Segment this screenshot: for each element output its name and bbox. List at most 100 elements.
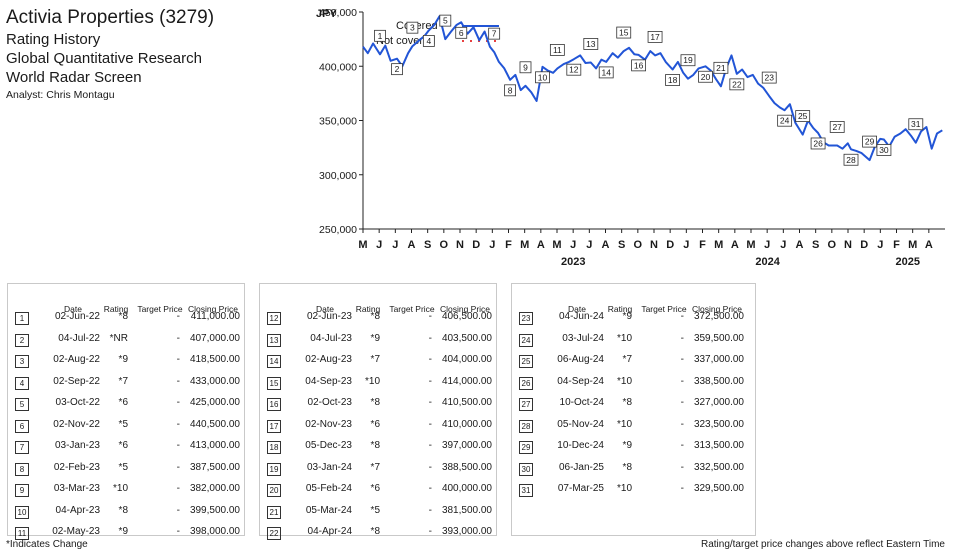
marker-label: 17 xyxy=(650,32,660,42)
header-target-price: Target Price xyxy=(137,304,183,314)
rating-marker-29: 29 xyxy=(862,135,877,148)
row-rating: *8 xyxy=(118,311,128,322)
row-target-price: - xyxy=(680,418,684,430)
marker-box xyxy=(519,61,532,74)
header-closing-price: Closing Price xyxy=(439,304,491,314)
marker-box xyxy=(698,70,713,83)
x-month-label: D xyxy=(472,239,480,251)
report-subtitle-screen: World Radar Screen xyxy=(6,69,142,86)
marker-box xyxy=(455,26,468,39)
row-date: 10-Oct-24 xyxy=(559,397,604,408)
row-date: 04-Jul-23 xyxy=(310,332,352,344)
table-row: 25 06-Aug-24 *7 -337,000.00 xyxy=(512,349,755,371)
row-rating: *9 xyxy=(118,526,128,537)
table-rows: 1 02-Jun-22 *8-411,000.00 2 04-Jul-22 *NR -407… xyxy=(8,306,244,543)
marker-box xyxy=(488,27,501,40)
rating-marker-31: 31 xyxy=(908,118,924,131)
marker-label: 18 xyxy=(668,75,678,85)
row-number: 28 xyxy=(519,419,533,433)
row-rating: *8 xyxy=(622,397,632,408)
row-date: 05-Mar-24 xyxy=(305,504,352,516)
table-row: 19 03-Jan-24 *7 -388,500.00 xyxy=(260,457,496,479)
table-row: 15 04-Sep-23 *10 -414,000.00 xyxy=(260,371,496,393)
row-date: 02-Jun-23 xyxy=(306,311,352,322)
rating-table-3: Date Rating Target Price Closing Price 2… xyxy=(511,283,756,536)
row-target-price: - xyxy=(680,440,684,451)
row-number: 29 xyxy=(519,441,533,454)
row-closing-price: 388,500.00 xyxy=(441,461,492,473)
rating-marker-4: 4 xyxy=(422,35,435,47)
row-number: 18 xyxy=(267,441,281,454)
table-row: 13 04-Jul-23 *9 -403,500.00 xyxy=(260,328,496,350)
marker-label: 29 xyxy=(865,137,875,147)
x-month-label: J xyxy=(683,239,689,251)
rating-marker-23: 23 xyxy=(761,71,777,84)
row-date: 05-Feb-24 xyxy=(305,483,352,494)
row-date: 06-Aug-24 xyxy=(557,354,604,365)
row-target-price: - xyxy=(680,375,684,387)
rating-marker-25: 25 xyxy=(795,110,811,123)
marker-box xyxy=(795,110,811,123)
row-date: 02-Aug-23 xyxy=(305,354,352,365)
row-date: 04-Apr-24 xyxy=(307,526,352,537)
rating-marker-26: 26 xyxy=(810,137,826,150)
rating-marker-18: 18 xyxy=(665,74,680,86)
row-number: 21 xyxy=(267,505,281,519)
row-target-price: - xyxy=(428,461,432,473)
row-date: 03-Mar-23 xyxy=(53,483,100,494)
marker-label: 28 xyxy=(846,155,856,165)
rating-marker-16: 16 xyxy=(631,59,647,72)
y-axis: 250,000 300,000 350,000 400,000 450,000 xyxy=(319,7,364,236)
x-month-label: S xyxy=(424,239,431,251)
header-date: Date xyxy=(64,304,82,314)
table-row: 18 05-Dec-23 *8 -397,000.00 xyxy=(260,435,496,457)
row-number: 6 xyxy=(15,419,29,433)
row-rating: *5 xyxy=(118,461,128,473)
x-axis: M J J A S O N D J F M A M J J A S O N D J F M A M J J A S O N D J F M A2023… xyxy=(358,228,945,268)
row-date: 04-Jun-24 xyxy=(558,311,604,322)
row-closing-price: 403,500.00 xyxy=(441,332,492,344)
row-closing-price: 329,500.00 xyxy=(693,483,744,494)
table-row: 12 02-Jun-23 *8 -406,500.00 xyxy=(260,306,496,328)
row-rating: *10 xyxy=(616,418,632,430)
row-closing-price: 397,000.00 xyxy=(441,440,492,451)
row-target-price: - xyxy=(428,440,432,451)
row-date: 04-Apr-23 xyxy=(55,504,100,516)
row-target-price: - xyxy=(680,332,684,344)
marker-box xyxy=(777,114,793,127)
table-row: 4 02-Sep-22 *7 -433,000.00 xyxy=(8,371,244,393)
marker-box xyxy=(810,137,826,150)
report-subtitle-research: Global Quantitative Research xyxy=(6,50,202,67)
marker-label: 9 xyxy=(523,62,528,72)
row-rating: *8 xyxy=(118,504,128,516)
x-month-label: F xyxy=(699,239,706,251)
row-number: 8 xyxy=(15,462,29,476)
x-month-label: J xyxy=(570,239,576,251)
row-target-price: - xyxy=(680,461,684,473)
row-number: 17 xyxy=(267,419,281,433)
marker-box xyxy=(406,21,419,34)
x-month-label: M xyxy=(908,239,917,251)
x-month-label: D xyxy=(860,239,868,251)
row-closing-price: 387,500.00 xyxy=(189,461,240,473)
x-year-label: 2024 xyxy=(755,256,780,268)
row-closing-price: 359,500.00 xyxy=(693,332,744,344)
row-target-price: - xyxy=(176,483,180,494)
rating-marker-10: 10 xyxy=(535,71,550,84)
row-date: 10-Dec-24 xyxy=(557,440,604,451)
row-rating: *9 xyxy=(118,354,128,365)
x-month-label: M xyxy=(746,239,755,251)
row-target-price: - xyxy=(176,397,180,408)
row-closing-price: 332,500.00 xyxy=(693,461,744,473)
x-month-label: M xyxy=(714,239,723,251)
row-closing-price: 393,000.00 xyxy=(441,526,492,537)
table-row: 30 06-Jan-25 *8 -332,500.00 xyxy=(512,457,755,479)
y-axis-unit-label: JPY xyxy=(316,8,337,20)
row-closing-price: 425,000.00 xyxy=(189,397,240,408)
row-closing-price: 418,500.00 xyxy=(189,354,240,365)
x-month-label: M xyxy=(520,239,529,251)
row-closing-price: 414,000.00 xyxy=(441,375,492,387)
marker-label: 10 xyxy=(538,72,548,82)
header-rating: Rating xyxy=(607,304,633,314)
table-row: 27 10-Oct-24 *8 -327,000.00 xyxy=(512,392,755,414)
